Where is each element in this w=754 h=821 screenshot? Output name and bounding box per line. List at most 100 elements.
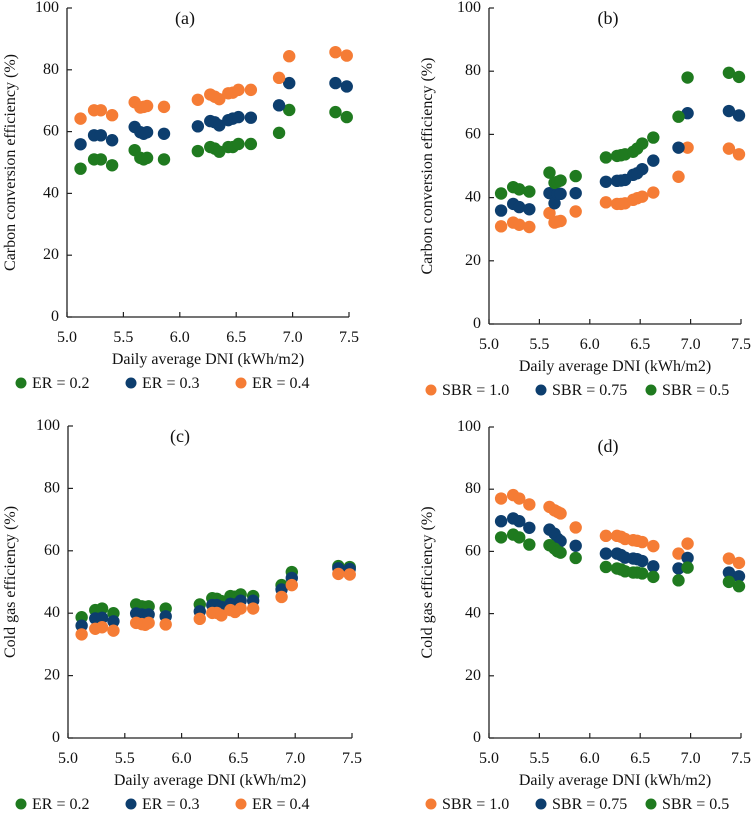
data-point: [732, 580, 746, 593]
legend-entry: SBR = 1.0: [425, 796, 509, 813]
data-point: [672, 110, 685, 123]
data-point: [272, 71, 286, 85]
y-tick-label: 100: [457, 418, 481, 435]
data-point: [599, 529, 613, 543]
legend-marker: [125, 798, 137, 810]
data-point: [244, 111, 258, 124]
y-tick-label: 0: [51, 308, 59, 325]
data-point: [636, 162, 649, 176]
data-point: [332, 567, 345, 581]
legend-label: ER = 0.3: [142, 796, 199, 813]
x-tick-label: 7.0: [681, 750, 701, 767]
x-tick-label: 6.5: [228, 750, 248, 767]
legend-marker: [235, 377, 247, 389]
data-point: [681, 71, 694, 84]
data-point: [548, 197, 561, 210]
panel-d: 0 20 40 60 80 100 5.0 5.5 6.0 6.5 7.0 7.5 (d) Daily a…: [419, 418, 751, 813]
data-point: [569, 205, 582, 218]
data-point: [283, 76, 296, 90]
data-point: [244, 83, 258, 97]
data-point: [513, 183, 526, 196]
x-tick-label: 7.0: [681, 336, 701, 353]
data-point: [732, 70, 746, 84]
x-axis-title: Daily average DNI (kWh/m2): [112, 351, 304, 368]
x-tick-label: 5.5: [529, 750, 549, 767]
y-tick-label: 0: [473, 729, 481, 746]
data-point: [74, 138, 87, 151]
legend-marker: [645, 798, 657, 810]
data-point: [285, 578, 298, 592]
y-tick-label: 40: [44, 604, 60, 621]
legend-label: SBR = 0.75: [552, 382, 627, 399]
data-point: [523, 185, 536, 198]
data-point: [599, 547, 613, 560]
data-point: [105, 134, 119, 147]
data-point: [275, 590, 288, 604]
legend-label: ER = 0.2: [32, 375, 89, 392]
data-point: [105, 109, 119, 122]
y-tick-label: 20: [465, 252, 481, 269]
y-tick-label: 60: [43, 123, 59, 140]
data-point: [523, 498, 536, 511]
data-point: [636, 190, 649, 203]
legend-entry: SBR = 0.5: [645, 796, 729, 813]
series-sbr-1-0: [494, 488, 746, 570]
data-point: [513, 531, 526, 544]
legend-label: ER = 0.4: [252, 375, 309, 392]
data-point: [681, 551, 694, 565]
data-point: [681, 561, 694, 574]
data-point: [672, 574, 685, 587]
panel-c: 0 20 40 60 80 100 5.0 5.5 6.0 6.5 7.0 7.5 (c) Daily a…: [2, 417, 362, 813]
x-tick-label: 7.0: [283, 329, 303, 346]
data-point: [722, 552, 736, 565]
series-er-0-3: [74, 76, 353, 151]
y-tick-label: 40: [465, 605, 481, 622]
data-point: [647, 154, 660, 167]
data-point: [494, 204, 508, 217]
legend-label: ER = 0.2: [32, 796, 89, 813]
data-point: [329, 76, 342, 90]
data-point: [732, 570, 746, 583]
data-point: [157, 100, 171, 114]
x-tick-label: 6.5: [226, 329, 246, 346]
data-point: [272, 126, 286, 140]
data-point: [599, 196, 613, 209]
legend-label: SBR = 1.0: [442, 796, 509, 813]
data-point: [142, 616, 155, 630]
data-point: [569, 521, 582, 534]
x-tick-label: 6.0: [580, 336, 600, 353]
y-tick-label: 80: [43, 61, 59, 78]
series-sbr-1-0: [494, 141, 746, 234]
x-tick-label: 6.5: [630, 336, 650, 353]
series-er-0-2: [74, 103, 353, 175]
data-point: [494, 515, 508, 528]
y-axis-title: Carbon conversion efficiency (%): [2, 54, 19, 271]
series-er-0-4: [75, 567, 356, 641]
data-point: [494, 492, 508, 505]
data-point: [599, 560, 613, 574]
data-point: [95, 621, 109, 634]
data-point: [140, 151, 154, 165]
data-point: [523, 538, 536, 551]
y-tick-label: 20: [465, 667, 481, 684]
data-point: [105, 159, 119, 172]
legend-entry: ER = 0.2: [15, 796, 89, 813]
data-point: [94, 104, 108, 117]
data-point: [94, 153, 108, 166]
y-tick-label: 60: [44, 542, 60, 559]
x-tick-label: 7.5: [731, 336, 751, 353]
data-point: [554, 174, 567, 187]
data-point: [569, 186, 582, 200]
data-point: [569, 169, 582, 183]
data-point: [232, 110, 245, 124]
data-point: [513, 492, 526, 505]
legend-marker: [15, 798, 27, 810]
legend-entry: SBR = 0.5: [645, 382, 729, 399]
y-tick-label: 40: [43, 184, 59, 201]
data-point: [159, 618, 172, 631]
data-point: [569, 539, 582, 553]
data-point: [213, 119, 226, 132]
data-point: [513, 515, 526, 528]
legend-entry: ER = 0.3: [125, 796, 199, 813]
